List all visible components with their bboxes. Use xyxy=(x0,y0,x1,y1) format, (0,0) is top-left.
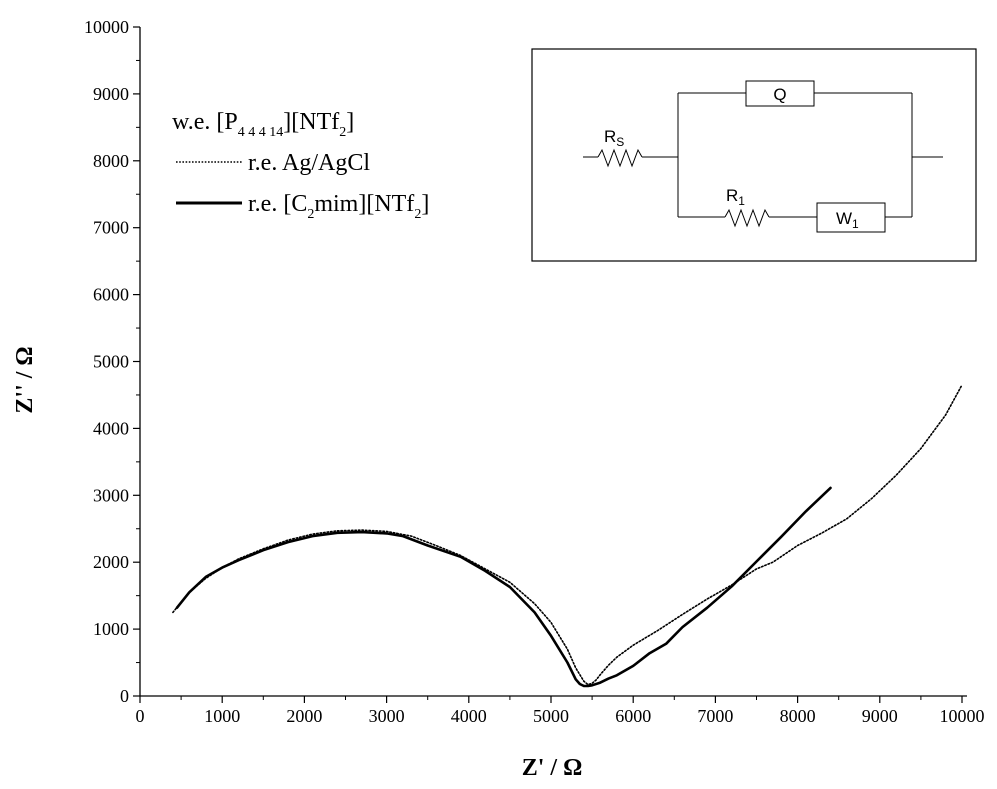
w1-label-base: W xyxy=(836,209,852,228)
rs-label-sub: S xyxy=(616,135,624,149)
x-tick-label: 9000 xyxy=(862,706,898,726)
rs-label-base: R xyxy=(604,127,616,146)
y-tick-label: 8000 xyxy=(93,151,129,171)
r1-resistor xyxy=(724,208,770,228)
x-axis-title: Z' / Ω xyxy=(522,755,583,781)
r1-label-base: R xyxy=(726,186,738,205)
y-tick-label: 3000 xyxy=(93,485,129,505)
legend-c2mim-mid: mim][NTf xyxy=(314,191,414,217)
legend-label-c2mim: r.e. [C2mim][NTf2] xyxy=(248,191,429,222)
y-axis-title: Z'' / Ω xyxy=(12,346,38,413)
legend-title-close: ] xyxy=(346,109,354,135)
y-tick-label: 7000 xyxy=(93,218,129,238)
x-tick-label: 8000 xyxy=(780,706,816,726)
q-label: Q xyxy=(773,85,786,104)
y-tick-label: 1000 xyxy=(93,619,129,639)
r1-label: R1 xyxy=(726,186,745,208)
y-tick-label: 2000 xyxy=(93,552,129,572)
y-tick-label: 9000 xyxy=(93,84,129,104)
y-tick-label: 6000 xyxy=(93,285,129,305)
legend-title-end: ][NTf xyxy=(283,109,339,135)
circuit-inset: RS Q R1 W1 xyxy=(531,48,977,262)
legend-title: w.e. [P4 4 4 14][NTf2] xyxy=(172,109,354,140)
x-tick-label: 0 xyxy=(136,706,145,726)
x-tick-label: 3000 xyxy=(369,706,405,726)
series-c2mim-line xyxy=(175,486,832,688)
series-ag-agcl-line xyxy=(172,384,963,686)
legend-c2mim-sub2: 2 xyxy=(414,207,421,222)
data-series xyxy=(172,384,963,688)
legend-c2mim-sub: 2 xyxy=(307,207,314,222)
y-tick-label: 4000 xyxy=(93,418,129,438)
w1-label-sub: 1 xyxy=(852,217,859,231)
legend-title-base: w.e. [P xyxy=(172,109,238,135)
legend-label-ag-agcl: r.e. Ag/AgCl xyxy=(248,150,370,176)
y-tick-label: 10000 xyxy=(84,17,129,37)
x-tick-label: 10000 xyxy=(940,706,985,726)
x-tick-label: 5000 xyxy=(533,706,569,726)
r1-label-sub: 1 xyxy=(738,194,745,208)
x-tick-label: 1000 xyxy=(204,706,240,726)
legend-title-sub2: 2 xyxy=(339,125,346,140)
rs-resistor xyxy=(597,148,643,168)
x-tick-label: 2000 xyxy=(286,706,322,726)
circuit-inset-frame xyxy=(531,48,977,262)
legend-c2mim-close: ] xyxy=(421,191,429,217)
legend-c2mim-base: r.e. [C xyxy=(248,191,307,217)
x-tick-label: 4000 xyxy=(451,706,487,726)
tick-marks: 0 1000 2000 3000 4000 5000 6000 7000 8000 9000 100… xyxy=(84,17,985,726)
w1-label: W1 xyxy=(836,209,859,231)
y-tick-label: 5000 xyxy=(93,352,129,372)
legend: w.e. [P4 4 4 14][NTf2] r.e. Ag/AgCl r.e.… xyxy=(172,109,429,222)
x-tick-label: 6000 xyxy=(615,706,651,726)
rs-label: RS xyxy=(604,127,624,149)
x-tick-label: 7000 xyxy=(697,706,733,726)
legend-title-sub: 4 4 4 14 xyxy=(238,125,284,140)
y-tick-label: 0 xyxy=(120,686,129,706)
